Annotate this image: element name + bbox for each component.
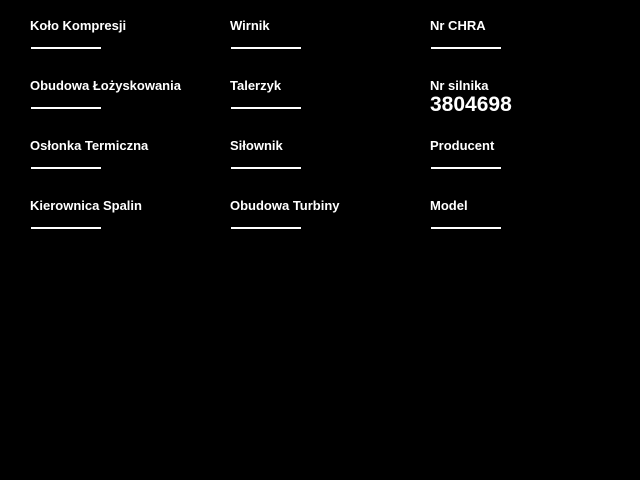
field-label: Nr CHRA	[430, 18, 486, 33]
form-field-silownik[interactable]: Siłownik	[230, 138, 430, 198]
field-underline	[431, 227, 501, 229]
field-underline	[31, 47, 101, 49]
field-label: Siłownik	[230, 138, 283, 153]
form-field-nr-chra[interactable]: Nr CHRA	[430, 18, 630, 78]
form-field-wirnik[interactable]: Wirnik	[230, 18, 430, 78]
field-label: Obudowa Turbiny	[230, 198, 340, 213]
form-field-oslonka-termiczna[interactable]: Osłonka Termiczna	[30, 138, 230, 198]
field-label: Osłonka Termiczna	[30, 138, 149, 153]
form-field-nr-silnika[interactable]: Nr silnika 3804698	[430, 78, 630, 138]
field-underline	[31, 227, 101, 229]
field-label: Producent	[430, 138, 495, 153]
field-underline	[31, 107, 101, 109]
field-value: 3804698	[430, 93, 512, 116]
field-underline	[231, 47, 301, 49]
form-field-kolo-kompresji[interactable]: Koło Kompresji	[30, 18, 230, 78]
field-underline	[431, 47, 501, 49]
form-field-producent[interactable]: Producent	[430, 138, 630, 198]
field-label: Talerzyk	[230, 78, 282, 93]
field-label: Wirnik	[230, 18, 270, 33]
field-label: Kierownica Spalin	[30, 198, 142, 213]
form-field-model[interactable]: Model	[430, 198, 630, 258]
form-field-obudowa-lozyskowania[interactable]: Obudowa Łożyskowania	[30, 78, 230, 138]
field-label: Obudowa Łożyskowania	[30, 78, 181, 93]
parts-form-grid: Koło Kompresji Obudowa Łożyskowania Osłonk…	[30, 18, 630, 258]
field-underline	[431, 167, 501, 169]
field-label: Nr silnika	[430, 78, 489, 93]
field-label: Koło Kompresji	[30, 18, 127, 33]
field-underline	[31, 167, 101, 169]
field-underline	[231, 227, 301, 229]
field-label: Model	[430, 198, 468, 213]
field-underline	[231, 167, 301, 169]
field-underline	[231, 107, 301, 109]
form-field-kierownica-spalin[interactable]: Kierownica Spalin	[30, 198, 230, 258]
form-field-obudowa-turbiny[interactable]: Obudowa Turbiny	[230, 198, 430, 258]
form-field-talerzyk[interactable]: Talerzyk	[230, 78, 430, 138]
